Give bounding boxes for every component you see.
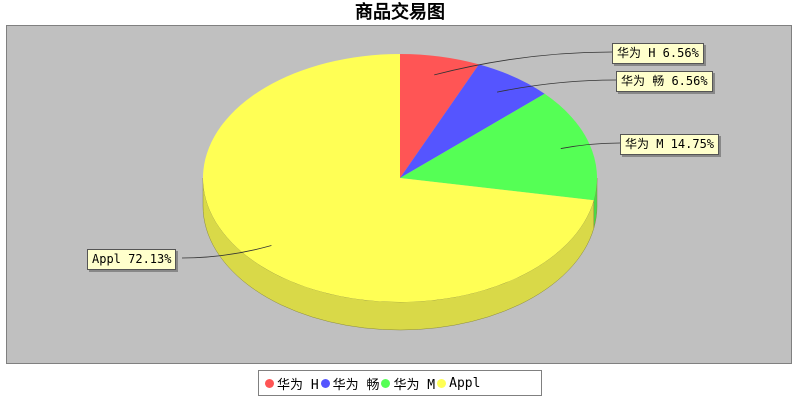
- leader-line-0: [434, 51, 613, 76]
- leader-line-2: [560, 142, 621, 149]
- legend-label: 华为 H: [277, 377, 319, 393]
- legend-swatch: [320, 378, 330, 388]
- legend-swatch: [265, 378, 274, 388]
- slice-1: [400, 64, 545, 178]
- slice-label-huawei-chang: 华为 畅 6.56%: [616, 71, 713, 92]
- slice-label-appl: Appl 72.13%: [87, 249, 177, 270]
- legend-swatch: [381, 378, 391, 388]
- legend-label: 华为 畅: [332, 377, 380, 393]
- slice-label-huawei-m: 华为 M 14.75%: [620, 134, 720, 155]
- legend-label: Appl: [449, 375, 481, 391]
- slice-3: [202, 54, 594, 302]
- legend: 华为 H 华为 畅 华为 M Appl: [258, 370, 542, 396]
- legend-swatch: [437, 378, 447, 388]
- slice-2: [400, 93, 597, 201]
- leader-line-1: [496, 79, 617, 93]
- legend-item-huawei-chang: 华为 畅: [319, 374, 380, 393]
- legend-item-huawei-m: 华为 M: [379, 374, 435, 393]
- legend-item-appl: Appl: [435, 376, 480, 391]
- chart-title: 商品交易图: [355, 2, 445, 23]
- slice-0: [400, 54, 479, 178]
- legend-item-huawei-h: 华为 H: [263, 374, 319, 393]
- legend-label: 华为 M: [393, 377, 436, 393]
- leader-line-3: [181, 245, 272, 259]
- slice-label-huawei-h: 华为 H 6.56%: [612, 43, 704, 64]
